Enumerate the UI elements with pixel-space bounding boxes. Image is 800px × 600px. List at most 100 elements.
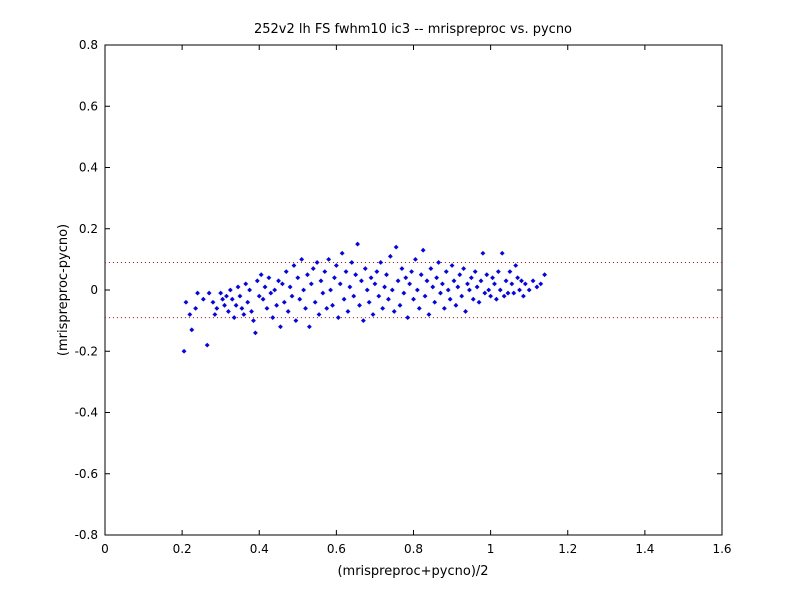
data-point-117 — [420, 247, 426, 253]
data-point-157 — [497, 287, 503, 293]
data-point-174 — [538, 281, 544, 287]
data-point-74 — [337, 281, 343, 287]
data-point-4 — [193, 305, 199, 311]
data-point-141 — [467, 287, 472, 293]
data-point-5 — [195, 290, 200, 296]
y-tick-label-6: 0.4 — [79, 161, 98, 175]
data-point-56 — [303, 305, 308, 311]
data-point-34 — [260, 296, 266, 302]
data-point-109 — [405, 315, 411, 320]
data-point-153 — [490, 275, 495, 281]
data-point-15 — [224, 293, 229, 299]
data-point-104 — [395, 278, 401, 284]
data-point-101 — [389, 287, 395, 293]
data-point-121 — [428, 266, 434, 271]
data-point-89 — [366, 299, 372, 305]
data-point-73 — [335, 315, 341, 320]
data-point-110 — [407, 281, 413, 287]
data-point-3 — [189, 327, 195, 333]
data-point-20 — [233, 302, 239, 308]
data-point-46 — [283, 269, 289, 275]
data-point-124 — [434, 275, 440, 281]
data-point-100 — [387, 253, 393, 259]
data-point-30 — [252, 330, 258, 336]
data-point-53 — [297, 296, 303, 302]
data-point-113 — [413, 256, 418, 262]
data-point-172 — [530, 278, 536, 284]
data-point-11 — [214, 305, 220, 311]
data-point-82 — [353, 272, 359, 278]
x-tick-label-5: 1 — [487, 542, 495, 556]
data-point-85 — [359, 278, 364, 284]
x-tick-label-6: 1.2 — [558, 542, 577, 556]
data-point-93 — [374, 269, 380, 275]
data-point-99 — [386, 296, 391, 302]
data-point-165 — [513, 263, 519, 268]
data-point-150 — [484, 272, 490, 278]
data-point-23 — [239, 305, 245, 311]
data-point-173 — [534, 284, 540, 290]
data-point-146 — [476, 299, 482, 305]
data-point-160 — [503, 278, 509, 284]
data-point-133 — [451, 278, 457, 284]
data-point-18 — [229, 296, 235, 302]
data-point-42 — [276, 278, 281, 284]
data-point-166 — [515, 275, 521, 281]
data-point-38 — [268, 290, 274, 296]
data-point-0 — [181, 348, 187, 354]
data-point-84 — [357, 302, 362, 308]
data-point-80 — [349, 260, 355, 265]
data-point-72 — [333, 263, 339, 268]
x-tick-label-4: 0.8 — [404, 542, 423, 556]
data-point-69 — [328, 287, 333, 293]
y-tick-label-4: 0 — [90, 283, 98, 297]
data-point-127 — [440, 281, 445, 287]
data-point-13 — [220, 296, 226, 302]
data-point-151 — [486, 287, 492, 293]
data-point-8 — [206, 290, 212, 296]
chart-title: 252v2 lh FS fwhm10 ic3 -- mrispreproc vs… — [254, 22, 572, 37]
data-point-145 — [474, 284, 480, 290]
data-point-62 — [314, 260, 320, 265]
data-point-169 — [521, 293, 526, 299]
data-point-92 — [372, 281, 378, 287]
data-point-88 — [364, 287, 370, 293]
data-point-48 — [287, 284, 293, 290]
data-point-112 — [411, 296, 416, 302]
data-point-59 — [308, 281, 314, 287]
data-point-43 — [278, 324, 283, 330]
x-axis-ticks: 0 0.2 0.4 0.6 0.8 1 1.2 1.4 1.6 — [101, 45, 732, 556]
data-point-7 — [204, 342, 210, 348]
data-point-129 — [443, 269, 449, 275]
data-point-149 — [482, 290, 488, 296]
data-point-126 — [438, 290, 443, 296]
y-tick-label-5: 0.2 — [79, 222, 98, 236]
data-point-60 — [310, 266, 316, 271]
data-point-155 — [494, 296, 499, 302]
data-point-171 — [526, 287, 532, 293]
data-point-57 — [305, 272, 310, 278]
data-point-105 — [397, 302, 403, 308]
data-point-135 — [455, 284, 461, 290]
data-point-115 — [416, 305, 422, 311]
data-point-40 — [272, 287, 278, 293]
data-point-32 — [256, 293, 262, 299]
data-point-95 — [378, 260, 384, 265]
data-point-159 — [501, 293, 507, 299]
data-point-81 — [351, 293, 357, 299]
y-tick-label-3: -0.2 — [75, 344, 98, 358]
data-point-98 — [384, 272, 389, 278]
data-point-131 — [447, 296, 453, 302]
data-point-21 — [235, 284, 241, 290]
data-point-147 — [478, 278, 484, 284]
data-point-143 — [470, 296, 476, 302]
data-point-94 — [376, 293, 382, 299]
data-point-91 — [370, 312, 376, 317]
data-point-114 — [414, 287, 420, 293]
data-point-158 — [499, 250, 505, 256]
data-point-67 — [324, 305, 330, 311]
data-points — [181, 241, 548, 354]
data-point-97 — [382, 284, 387, 290]
data-point-86 — [360, 318, 366, 324]
data-point-61 — [312, 299, 318, 305]
